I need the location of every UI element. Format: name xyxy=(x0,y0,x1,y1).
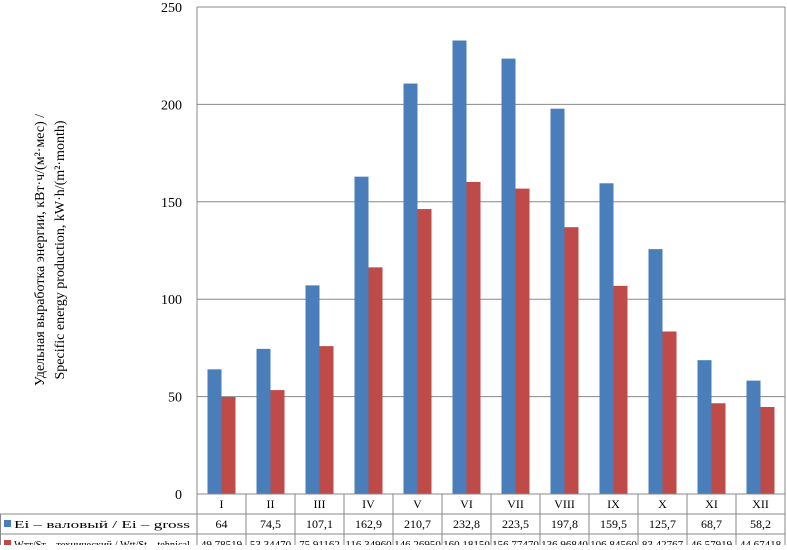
bar-series2-XI xyxy=(711,403,726,494)
bar-series1-I xyxy=(207,369,222,494)
category-label-XI: XI xyxy=(705,497,718,511)
data-label-series2-II: 53,34470 xyxy=(250,539,292,545)
category-label-VIII: VIII xyxy=(554,497,575,511)
data-label-series2-III: 75,91162 xyxy=(299,539,340,545)
bar-series1-V xyxy=(403,83,418,494)
data-label-series1-I: 64 xyxy=(216,517,228,531)
bar-series1-VII xyxy=(501,58,516,494)
category-label-X: X xyxy=(658,497,667,511)
category-label-I: I xyxy=(220,497,224,511)
category-label-XII: XII xyxy=(752,497,769,511)
legend-key-series1 xyxy=(4,520,11,527)
category-label-VI: VI xyxy=(460,497,473,511)
data-label-series2-XI: 46,57919 xyxy=(691,539,733,545)
data-label-series1-X: 125,7 xyxy=(649,517,676,531)
bar-series2-VI xyxy=(466,181,481,494)
bar-series1-X xyxy=(648,249,663,494)
bar-series2-II xyxy=(270,390,285,494)
data-label-series1-IV: 162,9 xyxy=(355,517,382,531)
data-label-series2-XII: 44,67418 xyxy=(740,539,782,545)
bar-series2-IX xyxy=(613,285,628,494)
bar-series2-IV xyxy=(368,267,383,494)
data-label-series1-VII: 223,5 xyxy=(502,517,529,531)
legend-key-series2 xyxy=(4,540,11,547)
bar-series2-VII xyxy=(515,188,530,494)
bar-series1-VIII xyxy=(550,108,565,494)
bar-series2-VIII xyxy=(564,227,579,495)
data-label-series1-VI: 232,8 xyxy=(453,517,480,531)
y-tick-label: 0 xyxy=(175,488,182,503)
data-label-series2-VI: 160,18150 xyxy=(443,539,490,545)
data-label-series1-IX: 159,5 xyxy=(600,517,627,531)
category-label-IX: IX xyxy=(607,497,620,511)
y-axis-label-line-1: Удельная выработка энергии, кВт·ч/(м²·ме… xyxy=(33,114,48,386)
data-label-series2-VII: 156,77470 xyxy=(492,539,539,545)
bar-series1-IV xyxy=(354,176,369,494)
category-label-VII: VII xyxy=(507,497,524,511)
category-label-IV: IV xyxy=(362,497,375,511)
bar-series2-V xyxy=(417,209,432,494)
bar-series2-I xyxy=(221,397,236,494)
data-label-series1-XII: 58,2 xyxy=(750,517,771,531)
bar-series1-II xyxy=(256,348,271,494)
bar-series1-VI xyxy=(452,40,467,494)
data-label-series1-XI: 68,7 xyxy=(701,517,722,531)
category-label-III: III xyxy=(314,497,326,511)
data-label-series2-I: 49,78519 xyxy=(201,539,243,545)
bar-series1-XI xyxy=(697,360,712,494)
data-label-series1-III: 107,1 xyxy=(306,517,333,531)
bar-series1-IX xyxy=(599,183,614,494)
category-label-II: II xyxy=(267,497,275,511)
data-label-series2-IX: 106,84560 xyxy=(590,539,637,545)
category-label-V: V xyxy=(413,497,422,511)
y-tick-label: 250 xyxy=(161,1,182,16)
data-label-series2-X: 83,42767 xyxy=(642,539,684,545)
y-tick-label: 150 xyxy=(161,196,182,211)
data-label-series2-VIII: 136,96840 xyxy=(541,539,588,545)
data-label-series1-V: 210,7 xyxy=(404,517,431,531)
y-tick-label: 200 xyxy=(161,98,182,113)
legend-label-series2: Wтт/Sт – технический / Wtt/St – tehnical xyxy=(14,540,190,545)
bar-series2-X xyxy=(662,331,677,494)
data-label-series2-IV: 116,34960 xyxy=(345,539,392,545)
y-tick-label: 50 xyxy=(168,391,182,406)
bar-series1-III xyxy=(305,285,320,494)
data-label-series1-VIII: 197,8 xyxy=(551,517,578,531)
bar-series1-XII xyxy=(746,380,761,494)
bar-series2-III xyxy=(319,346,334,494)
y-axis-label-line-2: Specific energy production, kW·h/(m²·mon… xyxy=(53,120,68,379)
bar-series2-XII xyxy=(760,406,775,494)
data-label-series2-V: 146,26950 xyxy=(394,539,441,545)
data-label-series1-II: 74,5 xyxy=(260,517,281,531)
legend-label-series1: Ei – валовый / Ei – gross xyxy=(14,520,190,531)
y-tick-label: 100 xyxy=(161,293,182,308)
